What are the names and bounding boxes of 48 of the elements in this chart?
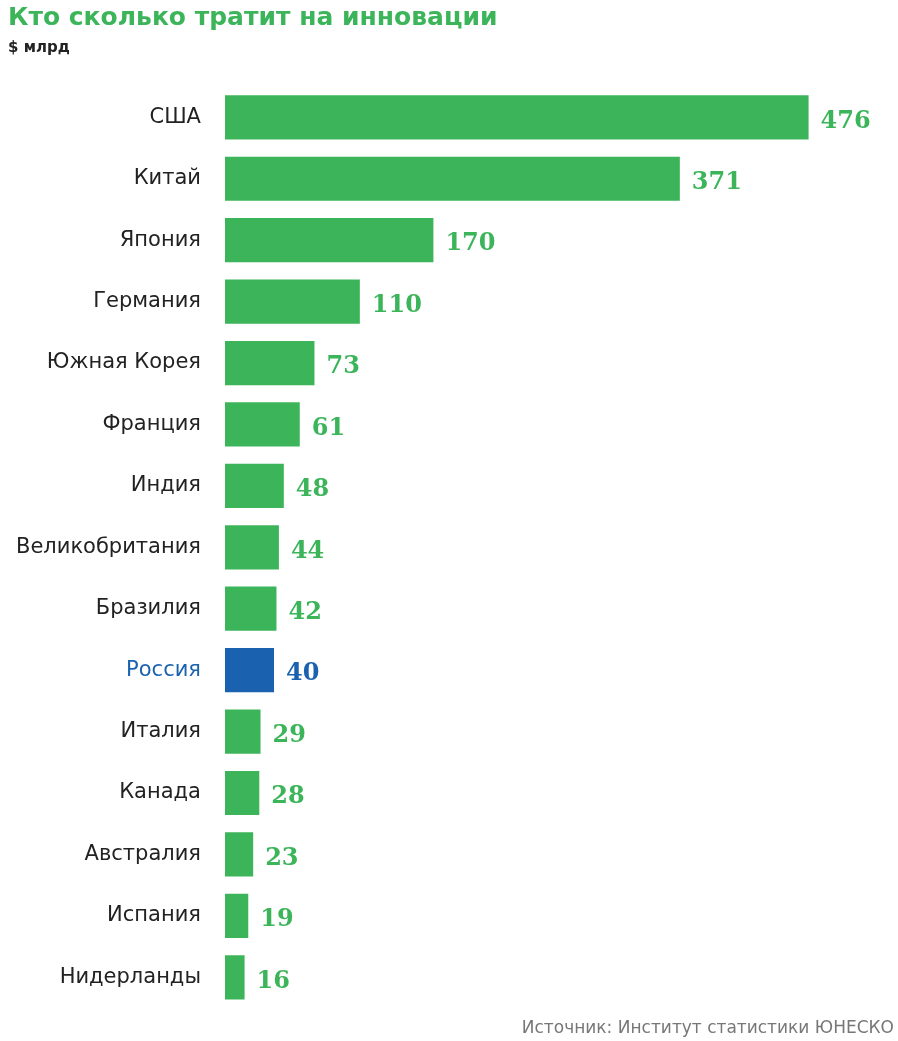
data-label: 19 [260,903,294,933]
y-tick-label: Бразилия [95,595,201,620]
y-tick-label: Австралия [84,840,201,865]
y-tick-label: Нидерланды [59,963,201,988]
bar [224,525,279,570]
data-label: 48 [295,473,330,503]
data-label: 476 [820,104,871,134]
data-label: 16 [256,964,290,994]
bar [224,156,680,201]
y-tick-label: Россия [126,656,201,681]
y-tick-label: США [149,103,202,128]
y-tick-label: Южная Корея [46,349,201,374]
bar [224,709,261,754]
y-tick-label: Великобритания [15,533,201,558]
y-tick-label: Канада [119,779,201,804]
bar [224,586,277,631]
data-label: 61 [311,411,346,441]
chart-title: Кто сколько тратит на инновации [8,2,498,31]
y-tick-label: Япония [119,226,201,251]
data-label: 73 [326,350,360,380]
y-tick-label: Германия [93,288,201,313]
data-label: 42 [288,595,322,625]
text: Источник: Институт статистики ЮНЕСКО [521,1017,894,1037]
bar [224,463,284,508]
bar [224,218,434,263]
data-label: 371 [691,165,742,195]
y-tick-label: Италия [120,718,201,743]
y-tick-label: Испания [107,902,201,927]
data-label: 28 [271,780,305,810]
bar [224,832,254,877]
bar [224,648,275,693]
bar [224,770,260,816]
text: $ млрд [8,38,70,56]
y-tick-label: Франция [102,410,201,435]
data-label: 40 [286,657,320,687]
bar [224,95,809,140]
data-label: 170 [445,227,496,257]
bar [224,402,300,447]
data-label: 23 [265,841,299,871]
data-label: 44 [290,534,325,564]
data-label: 29 [272,718,306,748]
bar [224,340,315,386]
y-tick-label: Китай [133,165,201,190]
y-tick-label: Индия [130,472,201,497]
data-label: 110 [371,288,422,318]
bar [224,279,360,324]
bar [224,893,249,938]
bar [224,955,245,1000]
